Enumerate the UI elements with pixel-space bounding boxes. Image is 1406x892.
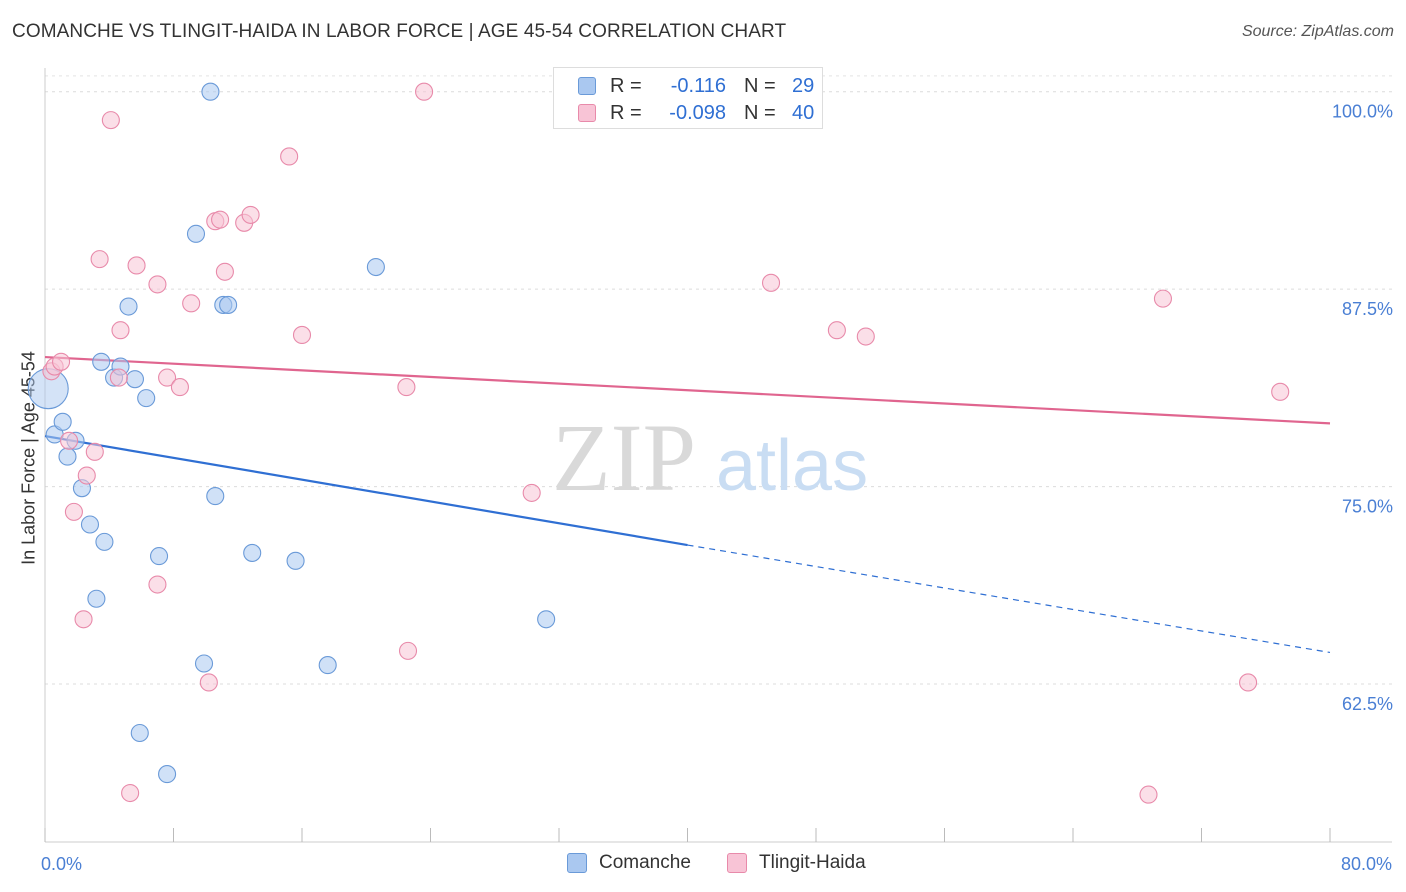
tlingit-haida-point <box>1139 785 1158 804</box>
tlingit-haida-point <box>111 321 130 340</box>
tlingit-haida-point <box>292 325 312 345</box>
comanche-point <box>243 543 262 562</box>
comanche-swatch <box>578 77 596 95</box>
point-layer <box>27 82 1290 804</box>
tlingit-haida-point <box>64 502 83 521</box>
tlingit-haida-point <box>199 673 218 692</box>
tlingit-haida-point <box>77 466 96 485</box>
tlingit-haida-point <box>170 378 189 397</box>
tick-label-layer: 100.0% 87.5% 75.0% 62.5% 0.0% 80.0% <box>41 102 1393 874</box>
comanche-point <box>137 389 156 408</box>
tlingit-haida-point <box>827 321 846 340</box>
tlingit-haida-trend-line <box>44 355 1331 425</box>
comanche-point <box>194 654 214 673</box>
stats-row-tlingit-haida: R = -0.098 N = 40 <box>578 100 814 126</box>
comanche-point <box>206 487 225 506</box>
tlingit-haida-point <box>761 273 781 292</box>
tlingit-haida-point <box>90 250 109 269</box>
tlingit-haida-point <box>1271 382 1290 401</box>
comanche-point <box>537 610 556 629</box>
tlingit-haida-point <box>182 294 201 313</box>
tlingit-haida-point <box>397 378 416 397</box>
tlingit-haida-point <box>101 111 120 130</box>
legend-swatch-comanche <box>567 853 587 873</box>
legend-item-comanche: Comanche <box>567 852 691 874</box>
comanche-point <box>80 515 100 534</box>
tlingit-haida-point <box>1153 289 1172 308</box>
tlingit-haida-point <box>148 575 167 594</box>
comanche-point <box>219 295 238 314</box>
comanche-point <box>119 297 138 316</box>
legend-label-comanche: Comanche <box>599 852 691 873</box>
comanche-point <box>286 551 305 570</box>
tlingit-haida-point <box>1239 673 1258 692</box>
tlingit-haida-point <box>398 641 418 660</box>
tlingit-haida-point <box>856 327 875 346</box>
tlingit-haida-point <box>52 352 71 371</box>
y-tick-label: 100.0% <box>1332 102 1393 122</box>
tlingit-haida-point <box>60 431 79 450</box>
tlingit-haida-point <box>109 368 128 387</box>
comanche-trend-line <box>44 434 688 547</box>
comanche-trend-extension <box>687 544 1331 654</box>
comanche-point <box>158 765 177 784</box>
tlingit-haida-point <box>215 262 234 281</box>
tlingit-haida-point <box>415 82 434 101</box>
stats-box: R = -0.116 N = 29 R = -0.098 N = 40 <box>553 67 823 129</box>
n-label: N = <box>744 74 776 97</box>
chart-title: COMANCHE VS TLINGIT-HAIDA IN LABOR FORCE… <box>12 21 787 42</box>
comanche-point <box>125 370 144 389</box>
tlingit-haida-point <box>241 205 260 224</box>
chart-source: Source: ZipAtlas.com <box>1241 23 1394 40</box>
comanche-point <box>130 723 149 743</box>
n-label: N = <box>744 101 776 124</box>
legend: Comanche Tlingit-Haida <box>0 852 1406 878</box>
legend-swatch-tlingit-haida <box>727 853 747 873</box>
watermark: ZIP atlas <box>552 404 868 511</box>
x-tick-label: 80.0% <box>1341 854 1392 874</box>
watermark-atlas: atlas <box>716 426 868 506</box>
axis-layer <box>44 68 1392 843</box>
comanche-point <box>53 412 72 431</box>
legend-item-tlingit-haida: Tlingit-Haida <box>727 852 866 874</box>
comanche-point <box>87 589 106 608</box>
y-tick-label: 62.5% <box>1342 694 1393 714</box>
tlingit-haida-swatch <box>578 104 596 122</box>
comanche-point <box>201 82 220 101</box>
comanche-point <box>92 352 111 371</box>
tlingit-haida-point <box>127 256 146 275</box>
comanche-point <box>318 656 337 675</box>
tlingit-haida-point <box>280 147 299 166</box>
tlingit-haida-point <box>74 610 93 629</box>
comanche-point <box>58 447 77 466</box>
n-value: 29 <box>792 74 815 97</box>
r-label: R = <box>610 74 642 97</box>
comanche-point <box>186 224 206 243</box>
trend-layer <box>44 355 1331 654</box>
tlingit-haida-point <box>522 483 541 502</box>
r-value: -0.098 <box>669 101 726 124</box>
n-value: 40 <box>792 101 815 124</box>
y-tick-label: 87.5% <box>1342 299 1393 319</box>
tlingit-haida-point <box>85 442 104 461</box>
legend-label-tlingit-haida: Tlingit-Haida <box>759 852 866 873</box>
x-tick-label: 0.0% <box>41 854 82 874</box>
comanche-point <box>149 547 169 566</box>
tlingit-haida-point <box>121 783 140 803</box>
comanche-point <box>95 532 114 551</box>
tlingit-haida-point <box>158 368 177 387</box>
r-value: -0.116 <box>670 74 726 97</box>
grid-layer <box>45 75 1392 685</box>
r-label: R = <box>610 101 642 124</box>
comanche-point <box>366 257 385 277</box>
tlingit-haida-point <box>148 275 167 294</box>
stats-row-comanche: R = -0.116 N = 29 <box>578 73 814 99</box>
watermark-zip: ZIP <box>552 404 696 511</box>
y-tick-label: 75.0% <box>1342 497 1393 517</box>
tlingit-haida-point <box>211 210 230 229</box>
